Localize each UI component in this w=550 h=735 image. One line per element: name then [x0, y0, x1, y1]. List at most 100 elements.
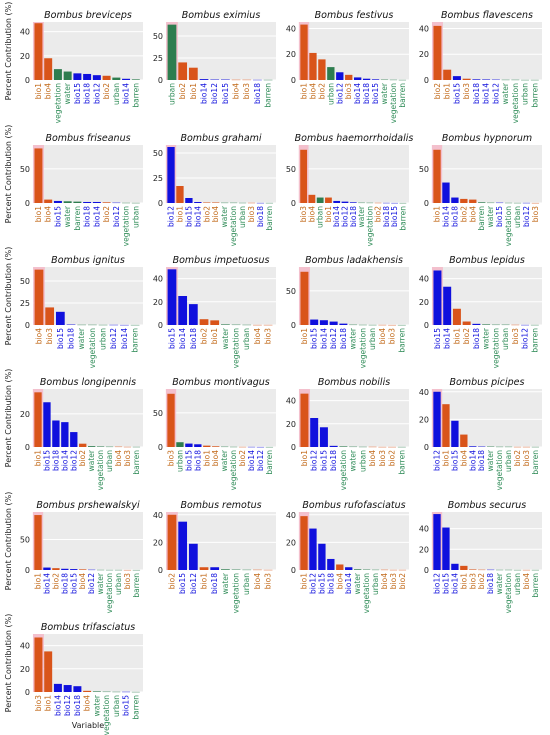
- bar: [203, 202, 211, 203]
- y-tick-label: 20: [419, 298, 429, 307]
- chart-title: Bombus flavescens: [441, 10, 533, 21]
- bar: [34, 148, 43, 203]
- bar: [308, 194, 316, 203]
- y-tick-label: 0: [291, 321, 296, 330]
- bar: [433, 149, 441, 203]
- plot-area: [432, 145, 542, 203]
- bar: [212, 202, 220, 203]
- bar: [34, 515, 42, 570]
- x-tick-label: vegetation: [389, 83, 398, 124]
- bar: [199, 79, 209, 80]
- bar: [44, 58, 53, 80]
- chart-title: Bombus festivus: [315, 10, 394, 21]
- x-tick-label: bio12: [69, 450, 78, 471]
- x-tick-label: bio15: [69, 573, 78, 594]
- y-tick-label: 50: [20, 165, 30, 174]
- y-tick-label: 40: [419, 24, 429, 33]
- bar: [482, 324, 491, 325]
- x-tick-label: urban: [175, 450, 184, 472]
- x-tick-label: water: [63, 205, 72, 227]
- bar: [433, 270, 442, 325]
- y-tick-label: 50: [153, 149, 163, 158]
- chart-title: Bombus securus: [448, 500, 527, 511]
- x-tick-label: bio15: [371, 83, 380, 104]
- bar: [309, 52, 317, 80]
- y-tick-label: 50: [153, 409, 163, 418]
- bar: [92, 75, 101, 80]
- bar: [336, 564, 344, 570]
- bar: [452, 76, 461, 80]
- chart-title: Bombus ladakhensis: [305, 255, 403, 266]
- chart-title: Bombus breviceps: [44, 10, 132, 21]
- x-tick-label: bio14: [482, 83, 491, 104]
- bar: [300, 516, 308, 570]
- bar: [167, 269, 177, 325]
- x-tick-label: bio3: [34, 695, 43, 711]
- x-tick-label: bio1: [202, 450, 211, 466]
- x-tick-label: bio12: [329, 328, 338, 349]
- chart-title: Bombus trifasciatus: [41, 622, 135, 633]
- x-tick-label: bio2: [178, 83, 187, 99]
- x-tick-label: water: [220, 205, 229, 227]
- x-tick-label: vegetation: [232, 573, 241, 614]
- x-tick-label: vegetation: [504, 573, 513, 614]
- y-tick-label: 0: [424, 321, 429, 330]
- bar: [102, 202, 111, 203]
- bar: [433, 25, 442, 80]
- x-tick-label: vegetation: [88, 328, 97, 369]
- bar: [443, 286, 452, 325]
- bar: [310, 418, 319, 447]
- x-tick-label: urban: [316, 206, 325, 228]
- x-tick-label: bio1: [34, 83, 43, 99]
- x-tick-label: barren: [264, 83, 273, 108]
- chart-panel: Bombus longipennis 0 20 bio1 bio15 bio18 bio14…: [4, 369, 143, 490]
- x-tick-label: urban: [114, 573, 123, 595]
- x-tick-label: urban: [521, 83, 530, 105]
- x-tick-label: barren: [397, 450, 406, 475]
- x-tick-label: vegetation: [365, 206, 374, 247]
- x-tick-label: bio12: [87, 573, 96, 594]
- x-tick-label: bio12: [167, 206, 176, 227]
- x-tick-label: bio15: [56, 328, 65, 349]
- chart-title: Bombus montivagus: [172, 377, 270, 388]
- x-tick-label: bio18: [51, 450, 60, 471]
- x-tick-label: bio3: [531, 206, 540, 222]
- y-tick-label: 0: [291, 443, 296, 452]
- bar: [462, 78, 471, 80]
- bar: [63, 71, 72, 80]
- x-tick-label: bio3: [123, 573, 132, 589]
- x-tick-label: vegetation: [229, 450, 238, 491]
- x-tick-label: urban: [242, 573, 251, 595]
- bar: [354, 569, 362, 570]
- bar: [318, 543, 326, 570]
- x-tick-label: urban: [99, 328, 108, 350]
- chart-panel: Bombus hypnorum 0 50 bio1 bio14 bio18 bio2 bio4…: [419, 133, 542, 246]
- y-tick-label: 25: [153, 174, 163, 183]
- x-tick-label: bio3: [264, 328, 273, 344]
- y-tick-label: 50: [419, 165, 429, 174]
- x-tick-label: bio3: [264, 573, 273, 589]
- bar: [52, 568, 60, 570]
- x-tick-label: water: [63, 82, 72, 104]
- x-tick-label: bio18: [193, 450, 202, 471]
- y-tick-label: 25: [20, 299, 30, 308]
- bar: [43, 402, 51, 447]
- bar: [442, 527, 450, 570]
- x-tick-label: bio4: [78, 573, 87, 589]
- x-tick-label: bio1: [200, 573, 209, 589]
- x-tick-label: bio14: [450, 573, 459, 594]
- bar: [327, 558, 335, 570]
- bar: [194, 444, 202, 447]
- x-tick-label: bio1: [34, 573, 43, 589]
- x-tick-label: barren: [265, 450, 274, 475]
- bar: [462, 321, 471, 325]
- x-tick-label: bio4: [459, 450, 468, 466]
- x-tick-label: water: [221, 327, 230, 349]
- x-tick-label: bio3: [388, 328, 397, 344]
- x-tick-label: bio4: [253, 573, 262, 589]
- x-tick-label: water: [220, 449, 229, 471]
